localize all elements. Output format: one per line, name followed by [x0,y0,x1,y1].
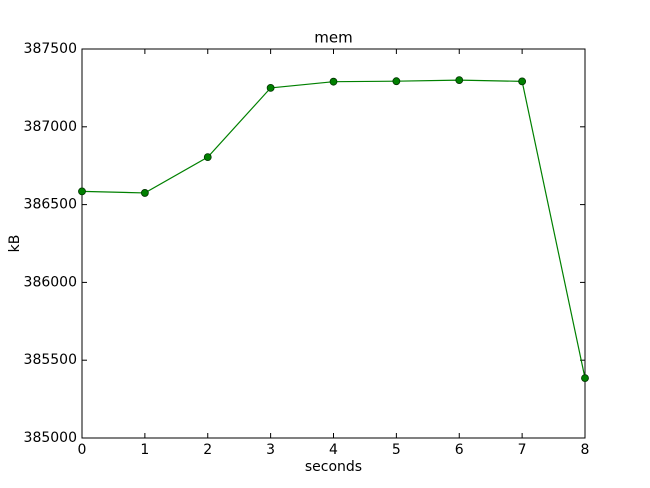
point [581,374,589,382]
y-tick-label: 385500 [24,352,77,368]
point [140,189,149,197]
x-tick-label: 2 [203,442,212,458]
point [518,77,527,86]
x-tick-label: 8 [581,442,590,458]
y-tick-label: 386000 [24,274,77,290]
point [266,84,275,92]
x-tick-label: 7 [518,442,527,458]
x-axis-label: seconds [305,459,362,475]
y-tick-label: 385000 [24,430,77,446]
x-tick-label: 0 [78,442,87,458]
x-tick-label: 3 [266,442,275,458]
y-tick-label: 387500 [24,41,77,57]
y-axis-label: kB [7,235,23,253]
x-tick-label: 6 [455,442,464,458]
point [455,76,464,85]
point [78,187,86,196]
y-tick-label: 386500 [24,197,77,213]
point [203,153,212,162]
point [329,77,338,86]
chart-title: mem [314,29,352,47]
y-tick-label: 387000 [24,119,77,135]
x-tick-label: 5 [392,442,401,458]
x-tick-label: 1 [140,442,149,458]
point [392,77,401,86]
x-tick-label: 4 [329,442,338,458]
